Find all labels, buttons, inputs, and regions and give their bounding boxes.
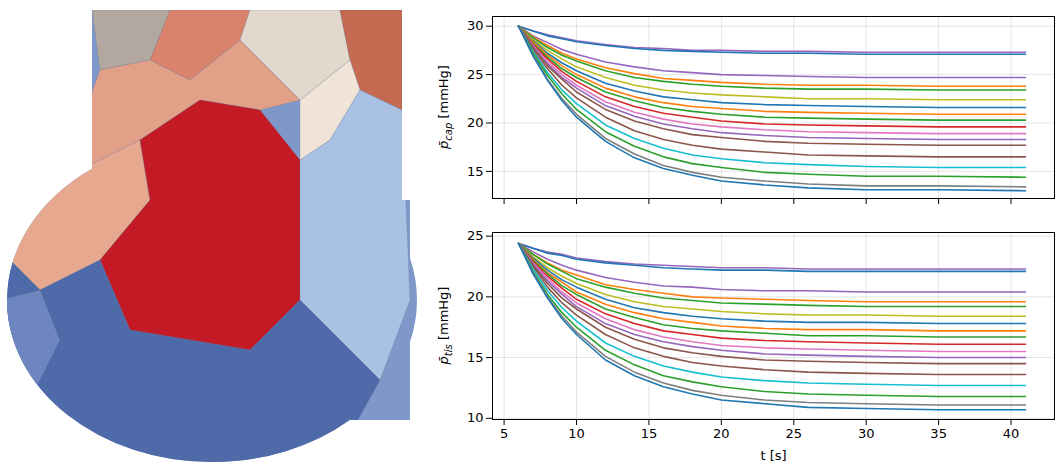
svg-text:20: 20 xyxy=(467,115,484,130)
svg-text:15: 15 xyxy=(641,426,658,441)
svg-text:40: 40 xyxy=(1003,426,1020,441)
svg-text:25: 25 xyxy=(786,426,803,441)
svg-text:p̄tis [mmHg]: p̄tis [mmHg] xyxy=(436,287,454,366)
svg-text:35: 35 xyxy=(930,426,947,441)
svg-text:15: 15 xyxy=(467,164,484,179)
svg-text:15: 15 xyxy=(467,350,484,365)
svg-text:20: 20 xyxy=(713,426,730,441)
svg-text:10: 10 xyxy=(467,410,484,425)
svg-text:30: 30 xyxy=(858,426,875,441)
svg-text:10: 10 xyxy=(568,426,585,441)
svg-text:30: 30 xyxy=(467,18,484,33)
svg-text:p̄cap [mmHg]: p̄cap [mmHg] xyxy=(436,65,454,150)
svg-text:25: 25 xyxy=(467,67,484,82)
svg-text:5: 5 xyxy=(500,426,508,441)
svg-text:25: 25 xyxy=(467,228,484,243)
svg-text:t [s]: t [s] xyxy=(760,448,786,463)
svg-text:20: 20 xyxy=(467,289,484,304)
